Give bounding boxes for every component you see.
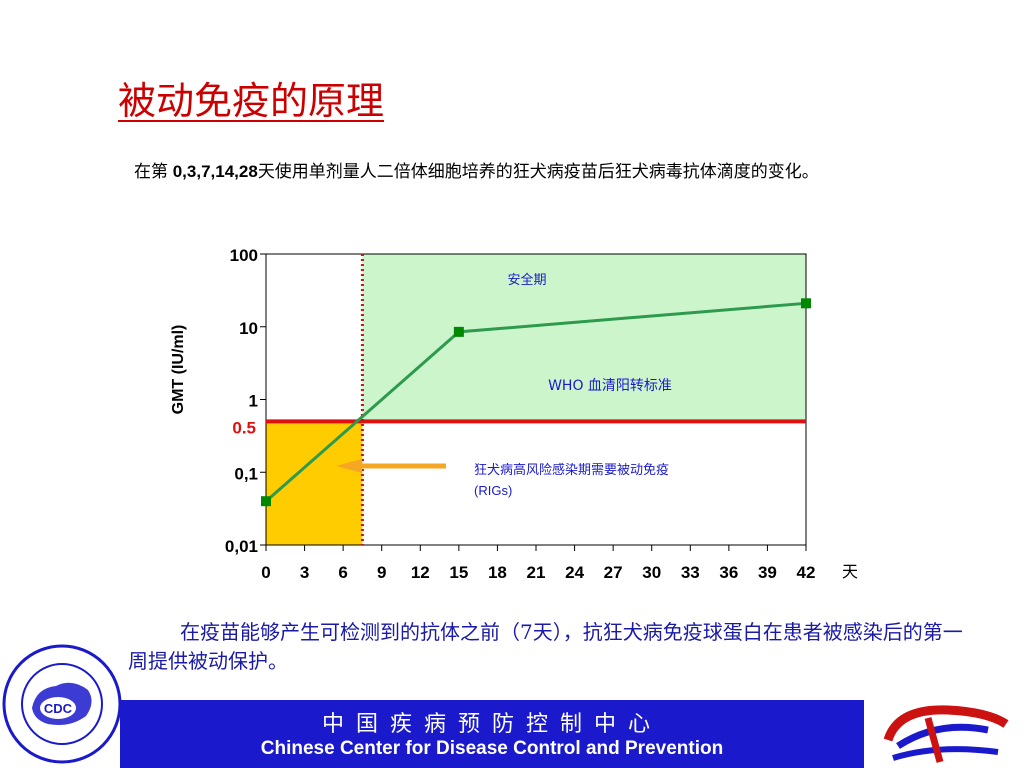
- safe-period-region: [362, 254, 806, 422]
- slide-title: 被动免疫的原理: [118, 79, 385, 123]
- x-tick-label: 21: [527, 563, 546, 582]
- y-tick-label: 0,1: [234, 464, 258, 483]
- footer-band: [120, 700, 864, 768]
- x-tick-label: 27: [604, 563, 623, 582]
- footer-english-name: Chinese Center for Disease Control and P…: [260, 738, 724, 759]
- x-tick-label: 0: [261, 563, 270, 582]
- y-axis-label: GMT (IU/ml): [170, 325, 187, 415]
- titer-data-point: [261, 496, 271, 507]
- y-tick-label: 1: [249, 392, 258, 411]
- x-tick-label: 15: [449, 563, 468, 582]
- x-axis-unit: 天: [842, 562, 858, 581]
- y-tick-label: 100: [230, 246, 258, 265]
- y-tick-label: 0,01: [225, 537, 258, 556]
- rigs-label: (RIGs): [474, 483, 512, 498]
- x-tick-label: 3: [300, 563, 309, 582]
- x-tick-label: 6: [338, 563, 347, 582]
- china-cdc-seal-logo: CDC: [2, 644, 122, 764]
- x-tick-label: 33: [681, 563, 700, 582]
- x-tick-label: 39: [758, 563, 777, 582]
- safe-period-label: 安全期: [507, 272, 546, 288]
- description-rest: 天使用单剂量人二倍体细胞培养的狂犬病疫苗后狂犬病毒抗体滴度的变化。: [257, 162, 819, 182]
- x-tick-label: 18: [488, 563, 507, 582]
- x-tick-label: 12: [411, 563, 430, 582]
- who-standard-label: WHO 血清阳转标准: [548, 378, 672, 394]
- x-tick-label: 30: [642, 563, 661, 582]
- description-lead: 在第: [134, 162, 168, 182]
- seal-cdc-text: CDC: [44, 701, 73, 716]
- titer-data-point: [801, 298, 811, 309]
- y-tick-label: 10: [239, 319, 258, 338]
- threshold-value-label: 0.5: [232, 418, 256, 437]
- passive-arrow-head: [336, 459, 362, 473]
- x-tick-label: 42: [797, 563, 816, 582]
- footer-chinese-name: 中国疾病预防控制中心: [321, 712, 662, 737]
- cdc-emblem-logo: [868, 700, 1018, 768]
- description-days: 0,3,7,14,28: [168, 162, 258, 181]
- x-tick-label: 9: [377, 563, 386, 582]
- passive-immunity-region: [266, 421, 363, 545]
- titer-data-point: [453, 326, 464, 337]
- x-tick-label: 24: [565, 563, 584, 582]
- slide-description: 在第 0,3,7,14,28天使用单剂量人二倍体细胞培养的狂犬病疫苗后狂犬病毒抗…: [134, 158, 934, 186]
- slide-summary: 在疫苗能够产生可检测到的抗体之前（7天），抗狂犬病免疫球蛋白在患者被感染后的第一…: [128, 620, 963, 673]
- passive-immunity-label: 狂犬病高风险感染期需要被动免疫: [474, 462, 669, 478]
- x-tick-label: 36: [719, 563, 738, 582]
